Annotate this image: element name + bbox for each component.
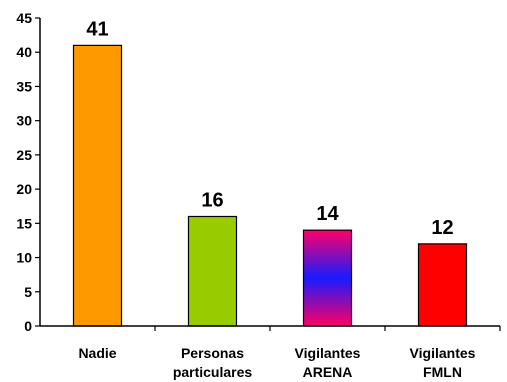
x-axis: Nadie Personas particulares Vigilantes ARENA… (40, 325, 501, 380)
y-axis: 0 5 10 15 20 25 30 35 40 45 (16, 10, 41, 334)
bar (417, 243, 468, 327)
data-label: 41 (86, 18, 108, 40)
data-label: 14 (316, 203, 339, 225)
y-tick-label: 0 (24, 318, 32, 334)
y-tick-label: 5 (24, 284, 32, 300)
bar (302, 229, 353, 327)
data-label: 12 (431, 217, 453, 239)
y-tick-label: 15 (16, 215, 32, 231)
y-tick-label: 25 (16, 147, 32, 163)
bars (72, 44, 468, 327)
y-tick-label: 30 (16, 113, 32, 129)
category-label: ARENA (303, 364, 353, 380)
category-label: Vigilantes (295, 345, 361, 361)
data-label: 16 (201, 189, 223, 211)
category-label: Personas (181, 345, 244, 361)
bar (187, 215, 238, 327)
category-label: particulares (173, 364, 253, 380)
category-label: Vigilantes (410, 345, 476, 361)
y-tick-label: 35 (16, 78, 32, 94)
category-label: FMLN (423, 364, 462, 380)
category-label: Nadie (78, 345, 116, 361)
data-labels: 41 16 14 12 (86, 18, 453, 238)
y-tick-label: 40 (16, 44, 32, 60)
y-tick-label: 45 (16, 10, 32, 26)
y-tick-label: 20 (16, 181, 32, 197)
bar (72, 44, 123, 327)
y-tick-label: 10 (16, 250, 32, 266)
